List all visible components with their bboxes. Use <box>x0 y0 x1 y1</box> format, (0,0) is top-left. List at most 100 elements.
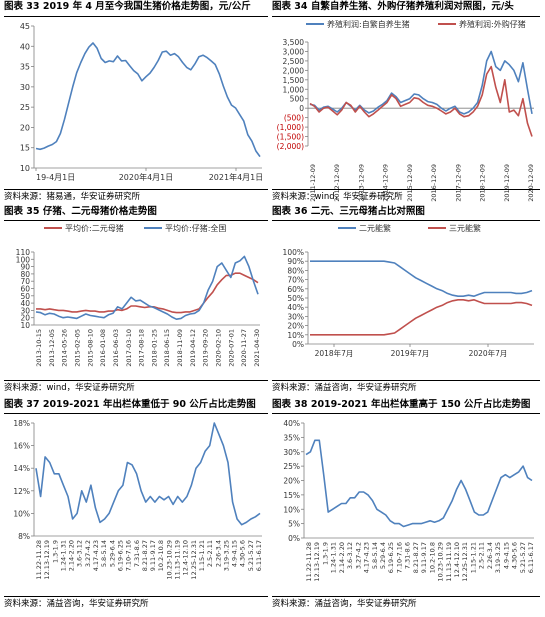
y-tick-label: 40 <box>20 42 30 51</box>
y-tick-label: 40% <box>283 419 300 428</box>
y-tick-label: 0% <box>288 534 300 543</box>
x-tick-label: 4.9-4.15 <box>502 542 510 569</box>
y-tick-label: 35 <box>20 63 30 72</box>
x-tick-label: 3.6-3.12 <box>346 542 354 569</box>
legend-label: 平均价:二元母猪 <box>65 223 124 233</box>
x-tick-label: 8.21-8.27 <box>141 540 149 571</box>
weight-above-150-chart: 40% 35% 30% 25% 20% 15% 10% 5% 0% 11.22-11.28 12.1… <box>283 419 535 582</box>
x-tick-label: 12.4-12.10 <box>182 540 190 575</box>
x-tick-label: 2020年7月 <box>469 348 508 358</box>
x-tick-label: 2020-02-10 <box>215 329 223 367</box>
y-tick-label: 90 <box>20 263 30 272</box>
x-tick-label: 12.13-12.19 <box>43 540 51 580</box>
x-tick-label: 2018-12-09 <box>479 164 487 202</box>
x-tick-label: 12.25-12.31 <box>461 542 469 582</box>
x-tick-label: 11.13-11.19 <box>174 540 182 580</box>
x-tick-label: 2.26-3.4 <box>486 542 494 569</box>
x-tick-label: 2020-11-27 <box>240 329 248 367</box>
x-tick-label: 2017-08-18 <box>138 329 146 367</box>
x-tick-label: 2016-12-09 <box>430 164 438 202</box>
x-tick-label: 3.27-4.2 <box>84 540 92 567</box>
x-tick-label: 2021年4月1日 <box>209 172 264 182</box>
x-tick-label: 2014-12-09 <box>382 164 390 202</box>
x-tick-label: 19-4月1日 <box>36 173 75 182</box>
source-note: 资料来源：wind，华安证券研究所 <box>4 383 135 393</box>
y-tick-label: 14% <box>13 464 30 473</box>
x-tick-label: 2.5-2.11 <box>478 542 486 569</box>
legend-label: 养殖利润:外购仔猪 <box>459 19 526 29</box>
y-tick-label: 50 <box>20 292 30 301</box>
x-tick-label: 2017-12-09 <box>454 164 462 202</box>
x-tick-label: 7.31-8.6 <box>404 542 412 569</box>
y-tick-label: 5% <box>288 520 300 529</box>
y-tick-label: 35% <box>283 433 300 442</box>
x-tick-label: 12.13-12.19 <box>313 542 321 582</box>
breeding-profit-chart: 3,5003,0002,5002,0001,5001,0005000(500)(… <box>277 19 535 202</box>
x-tick-label: 2013-12-09 <box>357 164 365 202</box>
x-tick-label: 1.24-1.31 <box>59 540 67 571</box>
x-tick-label: 4.17-4.23 <box>363 542 371 573</box>
y-tick-label: 16% <box>13 442 30 451</box>
title-rule <box>4 413 268 414</box>
y-tick-label: 2,000 <box>283 66 305 75</box>
source-rule <box>4 380 268 381</box>
x-tick-label: 4.30-5.6 <box>511 542 519 569</box>
x-tick-label: 2019-04-12 <box>189 329 197 367</box>
x-tick-label: 9.11-9.17 <box>420 542 428 573</box>
y-tick-label: 60 <box>20 285 30 294</box>
source-rule <box>4 189 268 190</box>
x-tick-label: 2.26-3.4 <box>214 540 222 567</box>
source-rule <box>272 596 540 597</box>
x-tick-label: 1.3-1.9 <box>321 542 329 565</box>
x-tick-label: 2018年7月 <box>315 348 354 358</box>
source-note: 资料来源：wind，华安证券研究所 <box>272 192 403 202</box>
x-tick-label: 8.21-8.27 <box>412 542 420 573</box>
x-tick-label: 3.19-3.25 <box>222 540 230 571</box>
y-tick-label: 20 <box>20 314 30 323</box>
x-tick-label: 7.10-7.16 <box>125 540 133 571</box>
chart-title: 图表 35 仔猪、二元母猪价格走势图 <box>4 206 157 217</box>
x-tick-label: 10.23-10.29 <box>437 542 445 582</box>
x-tick-label: 2.5-2.11 <box>206 540 214 567</box>
x-tick-label: 12.25-12.31 <box>190 540 198 580</box>
y-tick-label: 10% <box>13 509 30 518</box>
y-tick-label: 2,500 <box>283 57 305 66</box>
y-tick-label: 15% <box>283 491 300 500</box>
y-tick-label: 30% <box>287 312 304 321</box>
pig-price-chart: 45 40 35 30 25 20 15 10 19-4月1日 2020年4月1日 2021年4月1… <box>20 22 264 182</box>
y-tick-label: 90% <box>287 257 304 266</box>
chart-title: 图表 33 2019 年 4 月至今我国生猪价格走势图，元/公斤 <box>4 1 251 12</box>
series-line-2 <box>309 65 533 137</box>
x-tick-label: 11.13-11.19 <box>445 542 453 582</box>
legend-label: 三元能繁 <box>449 223 481 233</box>
x-tick-label: 2019年7月 <box>391 348 430 358</box>
x-tick-label: 4.30-5.6 <box>239 540 247 567</box>
series-line-1 <box>35 422 261 526</box>
x-tick-label: 2015-02-05 <box>73 329 81 367</box>
y-tick-label: 40 <box>20 299 30 308</box>
x-tick-label: 5.8-5.14 <box>100 540 108 567</box>
source-note: 资料来源：涌益咨询，华安证券研究所 <box>272 599 417 609</box>
y-tick-label: 60% <box>287 285 304 294</box>
y-tick-label: (500) <box>284 114 304 123</box>
x-tick-label: 2.14-2.20 <box>338 542 346 573</box>
x-tick-label: 10.2-10.8 <box>428 542 436 573</box>
y-tick-label: 0% <box>292 340 304 349</box>
y-tick-label: 8% <box>18 532 30 541</box>
weight-below-90-chart: 18%16%14%12%10%8%11.22-11.28 12.13-12.19 1… <box>13 419 263 580</box>
x-tick-label: 3.27-4.2 <box>354 542 362 569</box>
x-tick-label: 1.3-1.9 <box>51 540 59 563</box>
x-tick-label: 10.2-10.8 <box>157 540 165 571</box>
x-tick-label: 5.29-6.4 <box>379 542 387 569</box>
y-tick-label: 1,500 <box>283 76 305 85</box>
series-line-1 <box>310 260 533 297</box>
y-tick-label: 50% <box>287 294 304 303</box>
series-line-1 <box>36 272 259 314</box>
chart-panel-breeding-profit: 图表 34 自繁自养生猪、外购仔猪养殖利润对照图，元/头 3,500 3,000 2… <box>272 0 540 205</box>
x-tick-label: 2019-09-20 <box>202 329 210 367</box>
y-tick-label: 10 <box>20 321 30 330</box>
x-tick-label: 2015-08-10 <box>86 329 94 367</box>
legend-label: 二元能繁 <box>359 223 391 233</box>
title-rule <box>272 16 540 17</box>
x-tick-label: 11.22-11.28 <box>35 540 43 580</box>
